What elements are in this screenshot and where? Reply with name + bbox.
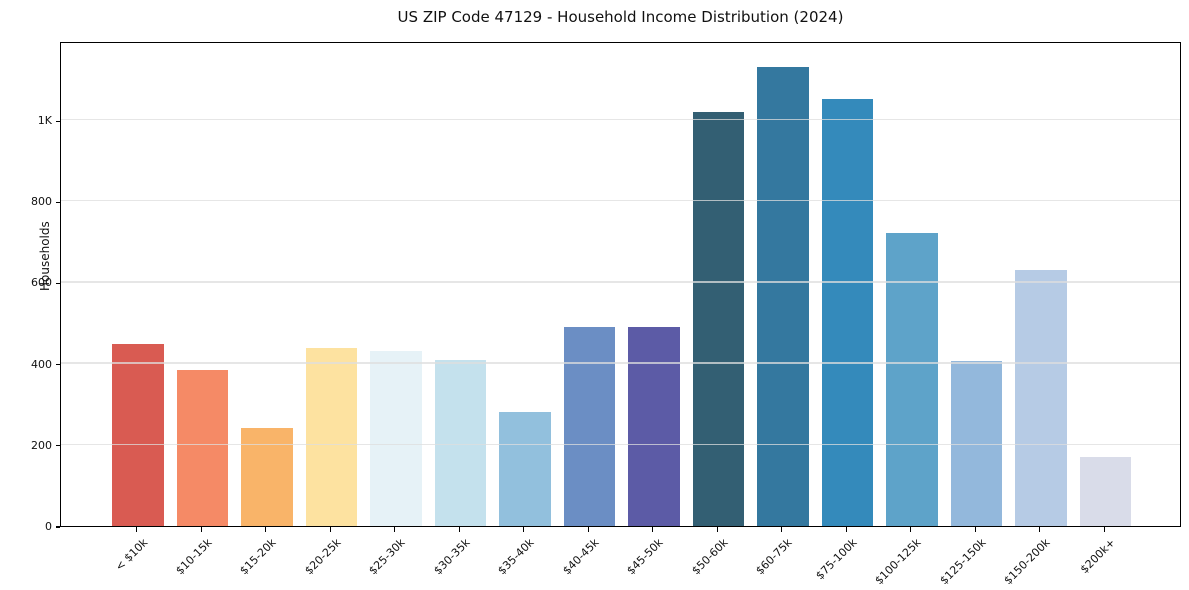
x-tick-label-text: $75-100k xyxy=(813,536,860,583)
chart-title: US ZIP Code 47129 - Household Income Dis… xyxy=(397,8,844,26)
bar xyxy=(563,327,616,526)
y-tick-mark xyxy=(55,445,60,447)
x-tick-mark xyxy=(781,527,783,532)
bar xyxy=(241,427,293,526)
x-tick-label-text: $150-200k xyxy=(1001,536,1053,588)
y-tick-label: 800 xyxy=(31,195,52,209)
y-tick-mark xyxy=(55,526,60,528)
x-tick-label-text: $50-60k xyxy=(689,536,731,578)
x-tick-label-text: $60-75k xyxy=(753,536,795,578)
y-tick-label: 600 xyxy=(31,276,52,290)
x-tick-mark xyxy=(200,527,202,532)
gridline xyxy=(61,200,1180,202)
y-tick-label: 1K xyxy=(37,114,52,128)
gridline xyxy=(61,281,1180,283)
x-tick-label-text: < $10k xyxy=(112,536,150,574)
x-tick-label-text: $20-25k xyxy=(302,536,344,578)
x-tick-label-text: $25-30k xyxy=(366,536,408,578)
y-tick-mark xyxy=(55,201,60,203)
x-tick-mark xyxy=(910,527,912,532)
gridline xyxy=(61,443,1180,445)
x-tick-mark xyxy=(1039,527,1041,532)
x-tick-mark xyxy=(394,527,396,532)
bar xyxy=(1079,457,1132,526)
x-tick-mark xyxy=(458,527,460,532)
x-tick-mark xyxy=(974,527,976,532)
x-tick-mark xyxy=(265,527,267,532)
bar xyxy=(434,360,487,526)
y-tick-mark xyxy=(55,120,60,122)
bar xyxy=(757,66,809,526)
x-tick-label-text: $200k+ xyxy=(1077,536,1118,577)
x-tick-label-text: $45-50k xyxy=(624,536,666,578)
plot-area xyxy=(60,42,1181,527)
bar xyxy=(499,411,551,526)
x-tick-mark xyxy=(845,527,847,532)
x-tick-mark xyxy=(329,527,331,532)
y-tick-mark xyxy=(55,364,60,366)
y-tick-label: 200 xyxy=(31,438,52,452)
y-tick-label: 0 xyxy=(45,520,52,533)
x-tick-label-text: $40-45k xyxy=(560,536,602,578)
bar xyxy=(821,99,874,526)
x-tick-mark xyxy=(716,527,718,532)
x-tick-mark xyxy=(523,527,525,532)
bar xyxy=(370,350,422,526)
x-tick-label-text: $10-15k xyxy=(173,536,215,578)
bar xyxy=(176,369,229,526)
bar xyxy=(950,361,1003,526)
gridline xyxy=(61,118,1180,121)
x-tick-mark xyxy=(652,527,654,532)
y-tick-label: 400 xyxy=(31,357,52,371)
x-tick-label-text: $100-125k xyxy=(872,536,924,588)
gridline xyxy=(61,362,1180,364)
x-tick-label-text: $30-35k xyxy=(431,536,473,578)
bar xyxy=(692,112,745,526)
x-tick-label-text: $125-150k xyxy=(937,536,989,588)
x-tick-label-text: $15-20k xyxy=(237,536,279,578)
y-tick-mark xyxy=(55,282,60,285)
x-tick-mark xyxy=(136,527,138,532)
x-tick-label-text: $35-40k xyxy=(495,536,537,578)
bar xyxy=(628,326,680,526)
x-tick-mark xyxy=(587,527,589,532)
bar xyxy=(1015,269,1067,526)
bar xyxy=(305,347,358,526)
x-tick-mark xyxy=(1103,527,1105,532)
bar xyxy=(112,344,164,526)
bar xyxy=(886,233,938,526)
